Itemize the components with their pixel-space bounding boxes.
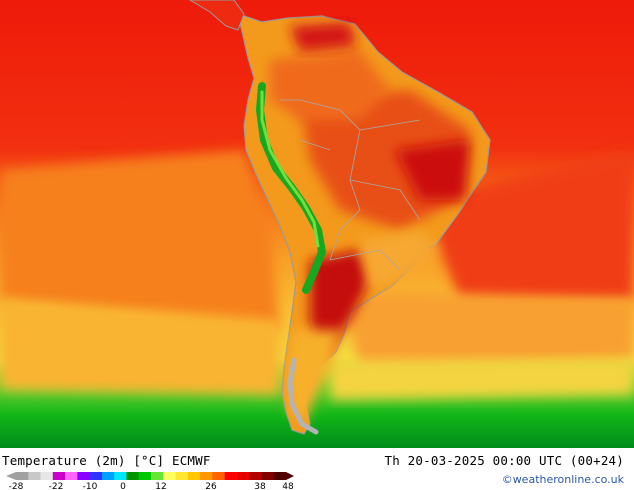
credit-link[interactable]: ©weatheronline.co.uk bbox=[501, 473, 624, 486]
colorbar-swatch bbox=[138, 472, 152, 480]
colorbar-tick-label: 48 bbox=[282, 482, 294, 490]
colorbar-arrow-high bbox=[286, 472, 294, 480]
map-footer: Temperature (2m) [°C] ECMWF Th 20-03-202… bbox=[0, 448, 634, 490]
colorbar-swatch bbox=[77, 472, 91, 480]
southeast-coast bbox=[360, 230, 440, 290]
colorbar-tick-label: 0 bbox=[120, 482, 126, 490]
venezuela-hot-zone bbox=[290, 22, 356, 52]
colorbar-tick-label: 38 bbox=[254, 482, 266, 490]
colorbar-swatch bbox=[273, 472, 287, 480]
pacific-orange-zone bbox=[0, 150, 280, 330]
south-atlantic-cool-band bbox=[340, 290, 634, 370]
south-atlantic-yellow-band bbox=[330, 360, 634, 400]
colorbar-swatch bbox=[236, 472, 250, 480]
colorbar-swatch bbox=[65, 472, 78, 480]
colorbar-tick-label: -28 bbox=[9, 482, 24, 490]
forecast-datetime: Th 20-03-2025 00:00 UTC (00+24) bbox=[384, 453, 624, 468]
colorbar-tick-label: 12 bbox=[155, 482, 166, 490]
central-america bbox=[189, 0, 245, 31]
colorbar-swatch bbox=[52, 472, 66, 480]
colorbar-swatch bbox=[89, 472, 103, 480]
colorbar-swatch bbox=[163, 472, 176, 480]
colorbar-swatch bbox=[200, 472, 213, 480]
colorbar-swatch bbox=[40, 472, 54, 480]
andes-snow-line bbox=[260, 90, 320, 248]
colorbar-swatch bbox=[28, 472, 41, 480]
colorbar-swatch bbox=[16, 472, 29, 480]
patagonia bbox=[286, 330, 340, 424]
colorbar-swatch bbox=[126, 472, 140, 480]
colorbar-swatch bbox=[212, 472, 226, 480]
colorbar-swatch bbox=[114, 472, 127, 480]
colorbar-swatch bbox=[224, 472, 238, 480]
colorbar-tick-label: 26 bbox=[205, 482, 217, 490]
country-borders bbox=[280, 99, 421, 271]
colorbar-swatch bbox=[261, 472, 275, 480]
southern-andes bbox=[287, 357, 319, 435]
colorbar-swatch bbox=[175, 472, 189, 480]
brazil-hot-core bbox=[395, 140, 470, 200]
pacific-yellow-zone bbox=[0, 300, 280, 395]
colorbar-swatch bbox=[249, 472, 262, 480]
colorbar-tick-label: -22 bbox=[49, 482, 64, 490]
colorbar-arrow-low bbox=[6, 472, 16, 480]
colorbar-tick-label: -10 bbox=[83, 482, 98, 490]
map-title: Temperature (2m) [°C] ECMWF bbox=[2, 453, 211, 468]
temperature-map bbox=[0, 0, 634, 448]
colorbar-swatch bbox=[187, 472, 201, 480]
temperature-colorbar: -28 -22 -10 0 12 26 38 48 bbox=[6, 472, 294, 490]
colorbar-swatch bbox=[101, 472, 115, 480]
colorbar-swatch bbox=[151, 472, 164, 480]
amazon-basin bbox=[270, 50, 390, 120]
